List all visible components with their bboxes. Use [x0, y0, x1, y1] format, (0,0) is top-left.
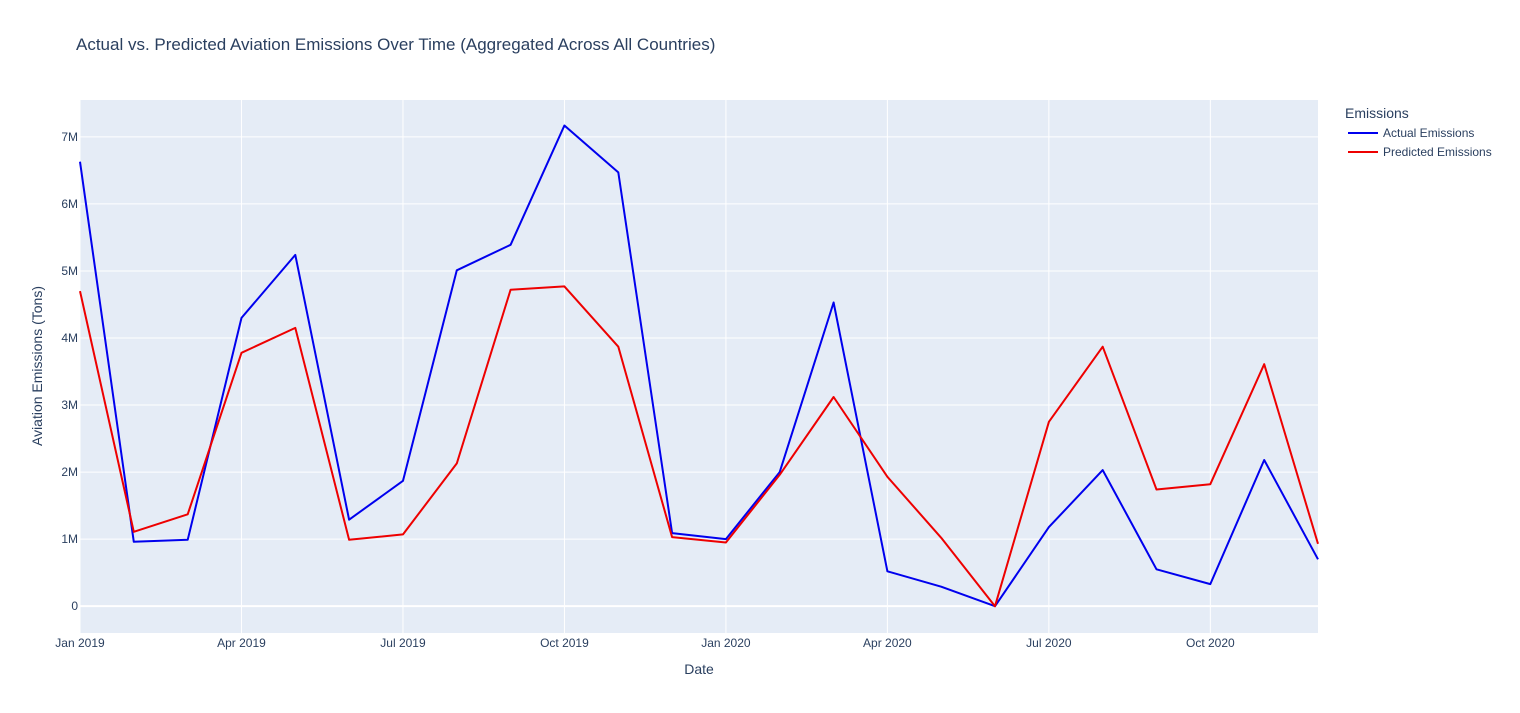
x-tick-label: Oct 2019: [540, 636, 589, 650]
y-tick-label: 3M: [61, 398, 78, 412]
y-tick-label: 4M: [61, 331, 78, 345]
x-tick-label: Jul 2020: [1026, 636, 1072, 650]
legend-items[interactable]: Actual Emissions Predicted Emissions: [1348, 126, 1492, 159]
legend-label: Actual Emissions: [1383, 126, 1474, 140]
predicted-emissions-line: [79, 285, 1319, 608]
y-tick-label: 6M: [61, 197, 78, 211]
plot-area: [80, 100, 1318, 633]
x-tick-label: Jan 2019: [55, 636, 105, 650]
chart-title: Actual vs. Predicted Aviation Emissions …: [76, 35, 715, 54]
y-axis-ticks: 0 1M 2M 3M 4M 5M 6M 7M: [61, 130, 78, 613]
legend-label: Predicted Emissions: [1383, 145, 1492, 159]
x-axis-ticks: Jan 2019 Apr 2019 Jul 2019 Oct 2019 Jan 2020…: [55, 636, 1235, 650]
legend[interactable]: Emissions Actual Emissions Predicted Emis…: [1345, 105, 1492, 159]
legend-item-actual[interactable]: Actual Emissions: [1348, 126, 1474, 140]
y-tick-label: 5M: [61, 264, 78, 278]
x-tick-label: Jul 2019: [380, 636, 426, 650]
y-axis-title: Aviation Emissions (Tons): [29, 286, 45, 446]
legend-title: Emissions: [1345, 105, 1409, 121]
y-tick-label: 0: [71, 599, 78, 613]
y-tick-label: 7M: [61, 130, 78, 144]
x-tick-label: Oct 2020: [1186, 636, 1235, 650]
x-axis-title: Date: [684, 661, 714, 677]
y-tick-label: 1M: [61, 532, 78, 546]
series-lines: [79, 124, 1319, 608]
x-tick-label: Jan 2020: [701, 636, 751, 650]
y-tick-label: 2M: [61, 465, 78, 479]
x-tick-label: Apr 2020: [863, 636, 912, 650]
actual-emissions-line: [79, 124, 1319, 608]
x-tick-label: Apr 2019: [217, 636, 266, 650]
grid-lines: [79, 100, 1318, 633]
legend-item-predicted[interactable]: Predicted Emissions: [1348, 145, 1492, 159]
